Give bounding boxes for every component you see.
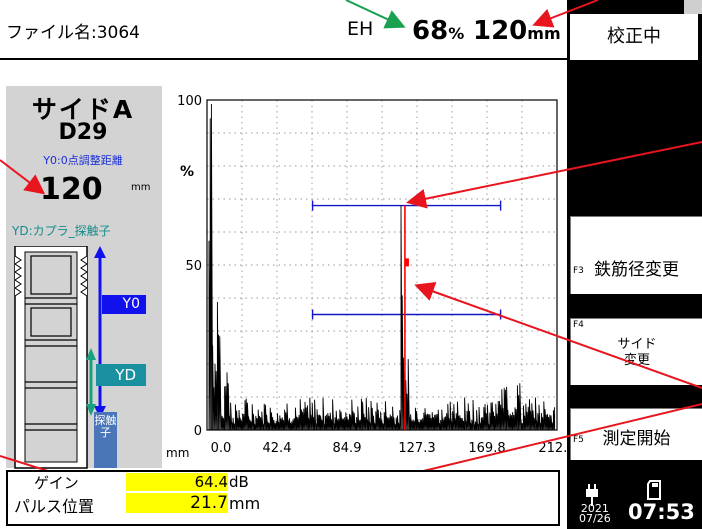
annotation-arrow-percent	[345, 0, 406, 29]
f3-button-label: 鉄筋径変更	[594, 260, 679, 280]
x-tick-label: 212.2	[538, 441, 566, 456]
top-bar	[0, 0, 567, 60]
f4-label-line2: 変更	[623, 353, 650, 368]
gate-percent-readout: 68%	[412, 16, 464, 46]
y-axis-label: %	[180, 164, 194, 180]
y0-value: 120	[40, 172, 103, 207]
x-tick-label: 169.8	[468, 441, 505, 456]
side-title: サイドA	[31, 95, 135, 124]
x-tick-label: 0.0	[211, 441, 232, 456]
probe-block: 探触子	[94, 412, 117, 468]
x-tick-label: 127.3	[398, 441, 435, 456]
f4-change-side-button[interactable]: F4 サイド 変更	[570, 318, 702, 385]
f4-label-line1: サイド	[617, 337, 657, 352]
f5-key-label: F5	[573, 435, 584, 445]
y-tick-label: 0	[194, 424, 202, 439]
f3-change-rebar-button[interactable]: F3 鉄筋径変更	[570, 216, 702, 294]
gate-percent-unit: %	[448, 24, 465, 43]
time-readout: 07:53	[628, 500, 695, 524]
annotation-arrow-marker	[414, 281, 702, 389]
f3-key-label: F3	[573, 266, 584, 276]
mode-label: EH	[347, 18, 374, 40]
gate-distance-unit: mm	[527, 24, 561, 43]
annotation-arrow-peak	[406, 141, 702, 209]
probe-label: 探触子	[94, 414, 117, 439]
f5-button-label: 測定開始	[602, 429, 671, 449]
y0-label: Y0:0点調整距離	[43, 154, 123, 167]
annotation-arrow-y0	[0, 159, 46, 195]
pulse-position-label: パルス位置	[14, 497, 95, 516]
x-tick-label: 42.4	[263, 441, 292, 456]
yd-label: YD:カプラ_探触子	[12, 224, 111, 238]
f5-start-measure-button[interactable]: F5 測定開始	[570, 408, 702, 460]
chart-grid	[207, 100, 557, 430]
gain-unit: dB	[229, 473, 249, 491]
y0-unit: mm	[131, 182, 151, 193]
annotation-arrow-distance	[532, 0, 599, 28]
corner-indicator	[684, 0, 702, 14]
filename-label: ファイル名:3064	[6, 23, 140, 43]
plug-icon	[586, 484, 598, 506]
yd-badge: YD	[96, 364, 146, 386]
y-tick-label: 100	[177, 94, 202, 109]
date-day: 07/26	[579, 512, 611, 525]
pulse-position-unit: mm	[229, 494, 261, 513]
pulse-position-value: 21.7	[126, 493, 228, 513]
peak-marker-handle	[404, 258, 409, 267]
y-tick-label: 50	[185, 259, 202, 274]
x-tick-labels: 0.0 42.4 84.9 127.3 169.8 212.2	[211, 441, 566, 456]
rebar-diagram	[14, 246, 106, 469]
gate-distance-readout: 120mm	[473, 16, 561, 46]
x-tick-label: 84.9	[333, 441, 362, 456]
gate-percent-value: 68	[412, 16, 449, 46]
gate-distance-value: 120	[473, 16, 528, 46]
date-year: 2021	[580, 502, 609, 515]
y-tick-labels: 100 50 0	[177, 94, 202, 439]
sd-card-icon	[647, 480, 661, 500]
rebar-size: D29	[58, 120, 108, 145]
gain-panel	[6, 470, 560, 526]
gain-label: ゲイン	[34, 474, 79, 492]
echo-waveform	[208, 103, 556, 431]
date-readout: 2021 07/26	[579, 502, 611, 525]
gain-value: 64.4	[126, 473, 228, 491]
f4-key-label: F4	[573, 320, 584, 330]
y0-badge: Y0	[102, 295, 146, 314]
a-scan-chart: % mm 100 50 0 0.0 42.4 84.9 127.3 169.8 212.2	[166, 94, 566, 460]
status-label: 校正中	[570, 14, 698, 62]
x-axis-unit: mm	[166, 446, 189, 460]
